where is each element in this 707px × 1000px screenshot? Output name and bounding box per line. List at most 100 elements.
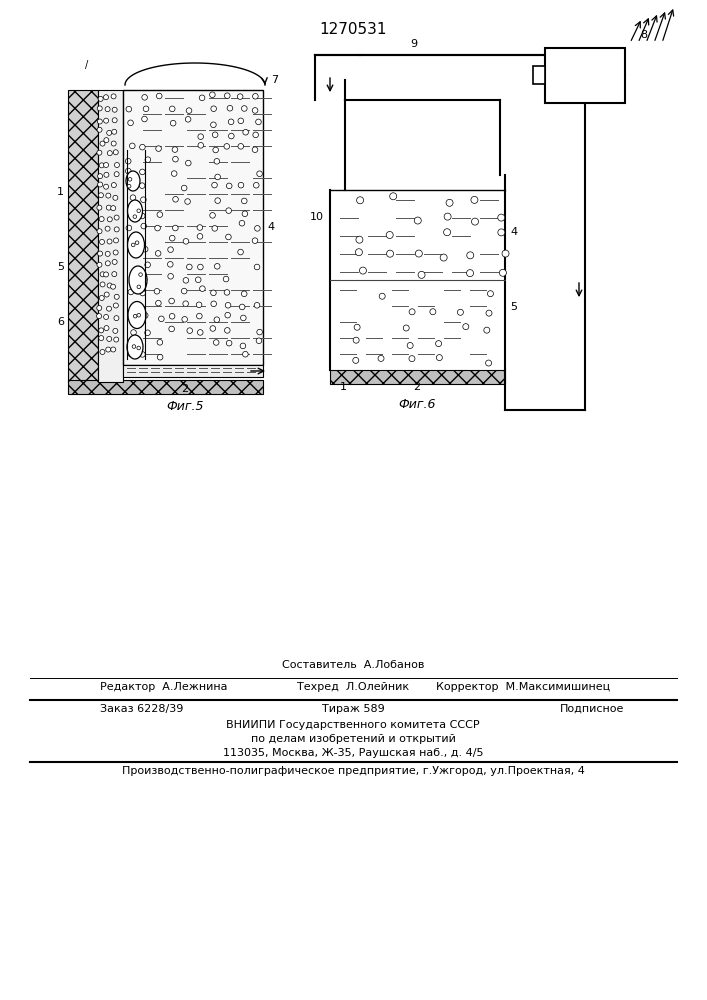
Text: 4: 4	[267, 222, 274, 232]
Circle shape	[114, 238, 119, 243]
Text: Редактор  А.Лежнина: Редактор А.Лежнина	[100, 682, 228, 692]
Circle shape	[172, 147, 177, 152]
Circle shape	[168, 273, 173, 279]
Circle shape	[125, 158, 131, 164]
Circle shape	[185, 199, 190, 204]
Bar	[123, 365, 263, 377]
Circle shape	[443, 229, 450, 236]
Circle shape	[467, 252, 474, 259]
Circle shape	[182, 317, 187, 322]
Circle shape	[127, 239, 133, 245]
Text: Фиг.5: Фиг.5	[166, 400, 204, 413]
Circle shape	[457, 309, 463, 315]
Circle shape	[254, 182, 259, 188]
Text: Фиг.6: Фиг.6	[398, 398, 436, 411]
Circle shape	[139, 213, 145, 219]
Circle shape	[103, 272, 108, 277]
Text: Корректор  М.Максимишинец: Корректор М.Максимишинец	[436, 682, 610, 692]
Circle shape	[112, 118, 117, 123]
Circle shape	[132, 345, 136, 348]
Circle shape	[225, 328, 230, 333]
Circle shape	[104, 314, 109, 319]
Circle shape	[197, 330, 203, 335]
Circle shape	[182, 185, 187, 191]
Circle shape	[137, 209, 141, 213]
Circle shape	[170, 235, 175, 241]
Circle shape	[243, 351, 248, 357]
Circle shape	[104, 172, 109, 177]
Circle shape	[141, 116, 147, 122]
Circle shape	[211, 301, 216, 307]
Circle shape	[195, 277, 201, 283]
Circle shape	[99, 295, 104, 300]
Circle shape	[128, 120, 134, 126]
Text: по делам изобретений и открытий: по делам изобретений и открытий	[250, 734, 455, 744]
Circle shape	[418, 271, 425, 278]
Circle shape	[228, 133, 234, 139]
Circle shape	[225, 312, 230, 318]
Circle shape	[213, 147, 218, 153]
Circle shape	[106, 205, 111, 210]
Ellipse shape	[129, 266, 147, 294]
Circle shape	[142, 246, 148, 252]
Circle shape	[140, 352, 145, 357]
Circle shape	[105, 261, 110, 266]
Circle shape	[255, 264, 260, 270]
Circle shape	[211, 182, 217, 188]
Circle shape	[486, 360, 491, 366]
Circle shape	[169, 326, 175, 332]
Ellipse shape	[127, 200, 143, 222]
Circle shape	[111, 94, 116, 99]
Circle shape	[253, 132, 259, 138]
Circle shape	[169, 313, 175, 319]
Circle shape	[198, 134, 204, 139]
Circle shape	[107, 336, 112, 341]
Circle shape	[132, 243, 135, 247]
Circle shape	[156, 300, 161, 306]
Circle shape	[98, 251, 103, 256]
Circle shape	[114, 172, 119, 177]
Circle shape	[144, 106, 148, 112]
Circle shape	[446, 199, 453, 206]
Circle shape	[386, 231, 393, 238]
Text: Производственно-полиграфическое предприятие, г.Ужгород, ул.Проектная, 4: Производственно-полиграфическое предприя…	[122, 766, 585, 776]
Bar	[98, 90, 123, 382]
Circle shape	[112, 129, 117, 134]
Circle shape	[209, 92, 215, 98]
Circle shape	[107, 239, 112, 244]
Circle shape	[198, 143, 204, 148]
Text: 5: 5	[57, 262, 64, 272]
Circle shape	[97, 229, 102, 234]
Circle shape	[168, 262, 173, 267]
Circle shape	[243, 129, 248, 135]
Circle shape	[126, 106, 132, 112]
Circle shape	[499, 269, 506, 276]
Text: 5: 5	[510, 302, 517, 312]
Circle shape	[100, 239, 105, 244]
Circle shape	[103, 95, 108, 100]
Circle shape	[104, 184, 109, 189]
Circle shape	[353, 357, 358, 363]
Circle shape	[187, 328, 192, 333]
Circle shape	[379, 293, 385, 299]
Text: 113035, Москва, Ж-35, Раушская наб., д. 4/5: 113035, Москва, Ж-35, Раушская наб., д. …	[223, 748, 484, 758]
Circle shape	[125, 168, 131, 174]
Circle shape	[356, 236, 363, 243]
Circle shape	[98, 174, 103, 179]
Circle shape	[252, 147, 258, 152]
Circle shape	[140, 290, 146, 296]
Circle shape	[98, 182, 103, 187]
Circle shape	[107, 151, 112, 156]
Text: 10: 10	[310, 212, 324, 222]
Circle shape	[255, 226, 260, 231]
Circle shape	[105, 107, 110, 112]
Circle shape	[241, 291, 247, 297]
Circle shape	[238, 144, 244, 149]
Circle shape	[240, 315, 246, 321]
Circle shape	[242, 106, 247, 111]
Circle shape	[114, 316, 119, 321]
Circle shape	[131, 330, 136, 335]
Circle shape	[97, 205, 102, 210]
Circle shape	[171, 171, 177, 176]
Text: 1270531: 1270531	[320, 22, 387, 37]
